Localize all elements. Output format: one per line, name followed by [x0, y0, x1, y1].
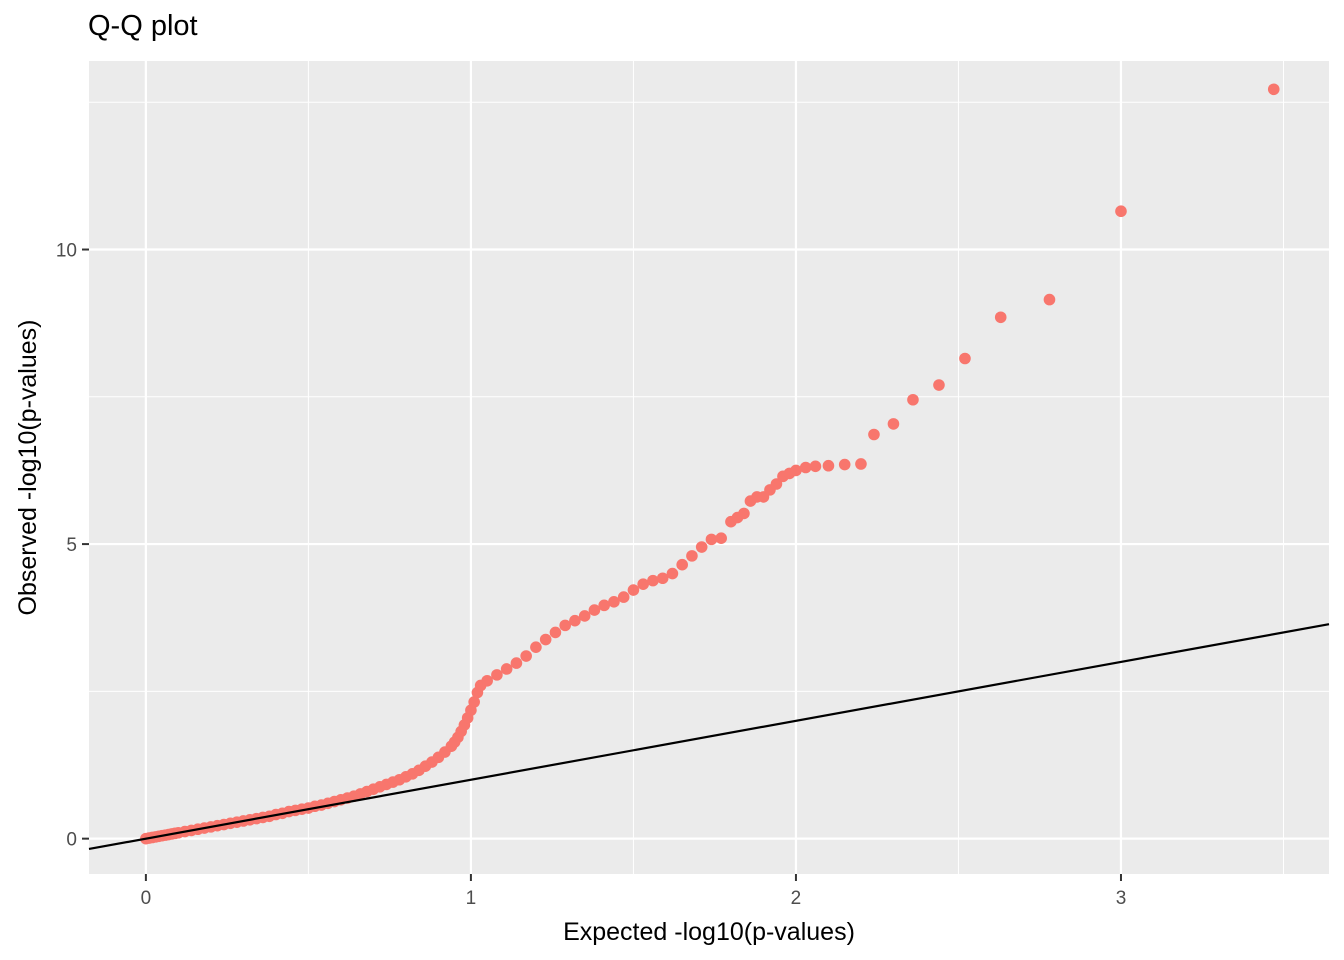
data-point	[1115, 205, 1127, 218]
data-point	[569, 614, 581, 627]
y-tick-label: 10	[56, 241, 77, 262]
data-point	[715, 532, 727, 544]
data-point	[1267, 83, 1280, 96]
data-points	[140, 83, 1280, 845]
x-tick-label: 0	[141, 888, 152, 909]
data-point	[959, 352, 971, 365]
data-point	[530, 641, 542, 653]
data-point	[520, 650, 532, 662]
y-tick-label: 5	[66, 535, 77, 556]
data-point	[559, 619, 571, 632]
y-tick-label: 0	[66, 830, 77, 851]
y-axis: 0 5 10	[56, 241, 89, 851]
data-point	[656, 572, 669, 585]
data-point	[500, 663, 513, 675]
data-point	[627, 584, 640, 596]
plot-panel	[89, 61, 1329, 874]
x-axis: 0 1 2 3	[141, 874, 1127, 909]
data-point	[647, 574, 659, 587]
data-point	[855, 458, 867, 470]
x-tick-label: 2	[791, 888, 802, 909]
y-axis-title: Observed -log10(p-values)	[14, 320, 42, 616]
data-point	[510, 657, 523, 669]
data-point	[868, 428, 880, 441]
data-point	[608, 596, 620, 608]
data-point	[799, 461, 812, 474]
data-point	[838, 458, 851, 471]
data-point	[468, 696, 480, 708]
data-point	[588, 604, 601, 616]
data-point	[617, 591, 630, 603]
data-point	[822, 459, 835, 472]
x-axis-title: Expected -log10(p-values)	[563, 918, 855, 946]
data-point	[676, 558, 688, 571]
data-point	[770, 478, 783, 490]
data-point	[1043, 293, 1056, 306]
data-point	[666, 567, 679, 580]
data-point	[907, 393, 919, 406]
data-point	[695, 541, 708, 553]
data-point	[887, 418, 900, 430]
reference-line	[88, 623, 1330, 851]
minor-grid	[89, 61, 1329, 874]
x-tick-label: 3	[1116, 888, 1127, 909]
data-point	[491, 669, 503, 681]
data-point	[705, 533, 718, 546]
chart-title: Q-Q plot	[88, 10, 198, 42]
data-point	[481, 674, 493, 687]
data-point	[790, 464, 802, 477]
data-point	[738, 507, 750, 520]
x-tick-label: 1	[466, 888, 477, 909]
data-point	[578, 610, 591, 622]
data-point	[539, 633, 552, 646]
data-point	[809, 460, 822, 473]
data-point	[549, 626, 562, 639]
data-point	[637, 578, 649, 590]
data-point	[598, 599, 610, 612]
data-point	[686, 550, 698, 562]
data-point	[933, 379, 945, 391]
data-point	[994, 311, 1007, 324]
